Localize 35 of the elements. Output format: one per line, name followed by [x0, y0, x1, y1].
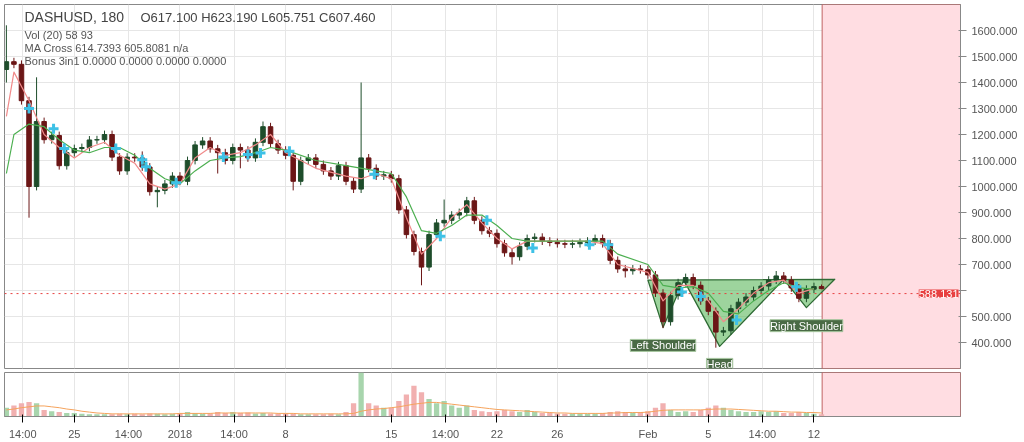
x-tick-label: 25	[68, 427, 81, 440]
annotation: Vol (20) 58 93	[24, 28, 93, 41]
x-tick-label: 15	[385, 427, 398, 440]
chart-title: DASHUSD, 180	[24, 8, 125, 25]
y-tick-label: 500.000	[971, 310, 1012, 323]
y-tick-label: 1400.000	[971, 76, 1018, 89]
x-tick-label: 14:00	[748, 427, 777, 440]
y-tick-label: 800.000	[971, 232, 1012, 245]
y-tick-label: 900.000	[971, 206, 1012, 219]
annotation: MA Cross 614.7393 605.8081 n/a	[24, 41, 190, 54]
ref-line-label: 588.131	[918, 287, 959, 300]
y-tick-label: 1200.000	[971, 128, 1018, 141]
annotation: Head	[706, 358, 733, 371]
x-tick-label: 14:00	[431, 427, 460, 440]
annotation: Bonus 3in1 0.0000 0.0000 0.0000 0.0000	[24, 54, 227, 67]
x-tick-label: 26	[551, 427, 564, 440]
y-tick-label: 1100.000	[971, 154, 1017, 167]
x-tick-label: Feb	[638, 427, 658, 440]
chart-subtitle: O617.100 H623.190 L605.751 C607.460	[140, 9, 376, 25]
x-tick-label: 12	[807, 427, 821, 440]
x-tick-label: 8	[282, 427, 289, 440]
annotation: Right Shoulder	[770, 319, 844, 332]
x-tick-label: 14:00	[220, 427, 248, 440]
y-tick-label: 1600.000	[971, 24, 1018, 37]
annotation: Left Shoulder	[630, 339, 697, 352]
x-tick-label: 2018	[167, 427, 193, 440]
y-tick-label: 1000.000	[971, 180, 1018, 193]
y-tick-label: 1500.000	[971, 50, 1018, 63]
y-tick-label: 400.000	[971, 336, 1012, 349]
y-tick-label: 700.000	[971, 258, 1012, 271]
y-tick-label: 1300.000	[971, 102, 1018, 115]
x-tick-label: 14:00	[114, 427, 143, 440]
x-tick-label: 5	[705, 427, 712, 440]
x-tick-label: 22	[490, 427, 504, 440]
x-tick-label: 14:00	[8, 427, 37, 440]
